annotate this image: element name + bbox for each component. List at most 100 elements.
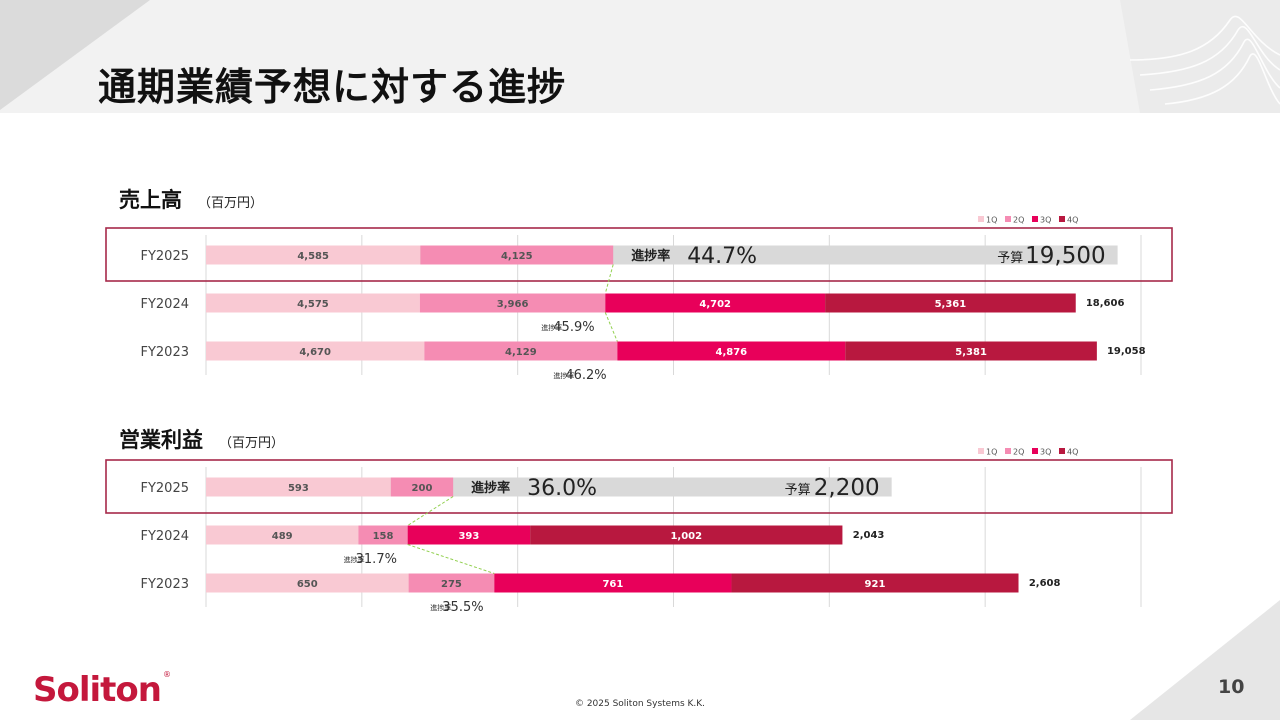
row-label-fy2025: FY2025 [140, 481, 189, 496]
operating-profit-chart: 1Q 2Q 3Q 4Q FY2025 593 200 進捗率 36.0% 予算 2,200 FY202… [105, 448, 1173, 615]
progress-rate-current: 36.0% [527, 476, 597, 501]
bar-segment-q2 [358, 525, 408, 545]
bar-segment-q4 [731, 573, 1019, 593]
section-title-text: 売上高 [119, 188, 182, 212]
legend-swatch-1q [978, 448, 984, 454]
bar-value-label: 4,702 [699, 299, 731, 310]
sales-chart: 1Q 2Q 3Q 4Q FY2025 4,585 4,125 進捗率 44.7% 予算 19,500… [105, 216, 1173, 383]
legend-swatch-4q [1059, 448, 1065, 454]
row-label-fy2024: FY2024 [140, 297, 189, 312]
progress-rate: 31.7% [356, 552, 397, 567]
row-label-fy2024: FY2024 [140, 529, 189, 544]
bar-segment-q4 [825, 293, 1076, 313]
row-label-fy2023: FY2023 [140, 345, 189, 360]
progress-guide-line [604, 312, 618, 342]
progress-label: 進捗率 [344, 555, 365, 564]
logo-text: Soliton [33, 670, 161, 707]
bar-value-label: 761 [602, 579, 623, 590]
legend-swatch-2q [1005, 216, 1011, 222]
bar-value-label: 489 [272, 531, 293, 542]
bar-segment-q2 [408, 573, 495, 593]
page-title: 通期業績予想に対する進捗 [98, 65, 567, 109]
legend-swatch-2q [1005, 448, 1011, 454]
row-label-fy2025: FY2025 [140, 249, 189, 264]
legend-label-3q: 3Q [1040, 216, 1051, 225]
bar-segment-q2 [420, 245, 614, 265]
bar-segment-q1 [206, 341, 425, 361]
progress-label: 進捗率 [553, 371, 574, 380]
bar-segment-q1 [206, 525, 359, 545]
progress-rate: 46.2% [565, 368, 606, 383]
soliton-logo: Soliton ® [33, 667, 173, 710]
bar-value-label: 4,585 [297, 251, 329, 262]
legend-label-1q: 1Q [986, 448, 997, 457]
bar-value-label: 593 [288, 483, 309, 494]
progress-label-current: 進捗率 [471, 480, 510, 496]
section-title-operating-profit: 営業利益 （百万円） [119, 424, 284, 454]
bar-value-label: 4,129 [505, 347, 537, 358]
progress-label-current: 進捗率 [631, 248, 670, 264]
bar-value-label: 275 [441, 579, 462, 590]
budget-label: 予算 [785, 483, 811, 498]
legend-label-4q: 4Q [1067, 448, 1078, 457]
section-title-sales: 売上高 （百万円） [119, 184, 263, 214]
row-label-fy2023: FY2023 [140, 577, 189, 592]
logo-registered-mark: ® [163, 670, 171, 679]
progress-guide-line [407, 544, 495, 574]
legend-swatch-3q [1032, 448, 1038, 454]
budget-value: 2,200 [814, 475, 880, 501]
bar-value-label: 650 [297, 579, 318, 590]
bar-segment-q1 [206, 573, 409, 593]
bar-segment-q3 [605, 293, 826, 313]
progress-label: 進捗率 [541, 323, 562, 332]
bar-segment-q2 [424, 341, 618, 361]
bar-value-label: 4,125 [501, 251, 533, 262]
progress-rate: 35.5% [442, 600, 483, 615]
bar-segment-q1 [206, 293, 420, 313]
highlight-box [105, 459, 1173, 514]
legend-label-3q: 3Q [1040, 448, 1051, 457]
section-unit: （百万円） [198, 196, 264, 211]
bar-value-label: 3,966 [497, 299, 529, 310]
legend-label-2q: 2Q [1013, 216, 1024, 225]
total-label: 18,606 [1086, 298, 1125, 309]
progress-label: 進捗率 [430, 603, 451, 612]
budget-label: 予算 [997, 251, 1023, 266]
header-band [0, 0, 1280, 113]
bar-value-label: 393 [458, 531, 479, 542]
legend-label-4q: 4Q [1067, 216, 1078, 225]
bar-segment-q1 [206, 477, 391, 497]
total-label: 19,058 [1107, 346, 1146, 357]
bar-segment-q4 [845, 341, 1097, 361]
progress-guide-line [604, 264, 614, 294]
legend-swatch-3q [1032, 216, 1038, 222]
progress-rate-current: 44.7% [687, 244, 757, 269]
bar-value-label: 5,381 [955, 347, 987, 358]
section-unit: （百万円） [219, 436, 285, 451]
bar-value-label: 200 [412, 483, 433, 494]
bar-value-label: 921 [865, 579, 886, 590]
budget-value: 19,500 [1025, 243, 1105, 269]
legend-label-1q: 1Q [986, 216, 997, 225]
total-label: 2,608 [1029, 578, 1061, 589]
highlight-box [105, 227, 1173, 282]
copyright: © 2025 Soliton Systems K.K. [574, 699, 706, 709]
bar-value-label: 4,575 [297, 299, 329, 310]
bar-segment-q2 [390, 477, 454, 497]
bar-segment-q3 [494, 573, 732, 593]
bar-value-label: 4,670 [299, 347, 331, 358]
legend-swatch-4q [1059, 216, 1065, 222]
bar-segment-q1 [206, 245, 421, 265]
progress-rate: 45.9% [553, 320, 594, 335]
bar-value-label: 4,876 [716, 347, 748, 358]
progress-guide-line [407, 496, 454, 526]
section-title-text: 営業利益 [119, 428, 203, 452]
bar-value-label: 1,002 [670, 531, 702, 542]
legend-label-2q: 2Q [1013, 448, 1024, 457]
bar-segment-q3 [407, 525, 531, 545]
bar-value-label: 5,361 [935, 299, 967, 310]
bar-segment-q2 [419, 293, 606, 313]
bar-segment-q4 [530, 525, 843, 545]
bar-value-label: 158 [373, 531, 394, 542]
